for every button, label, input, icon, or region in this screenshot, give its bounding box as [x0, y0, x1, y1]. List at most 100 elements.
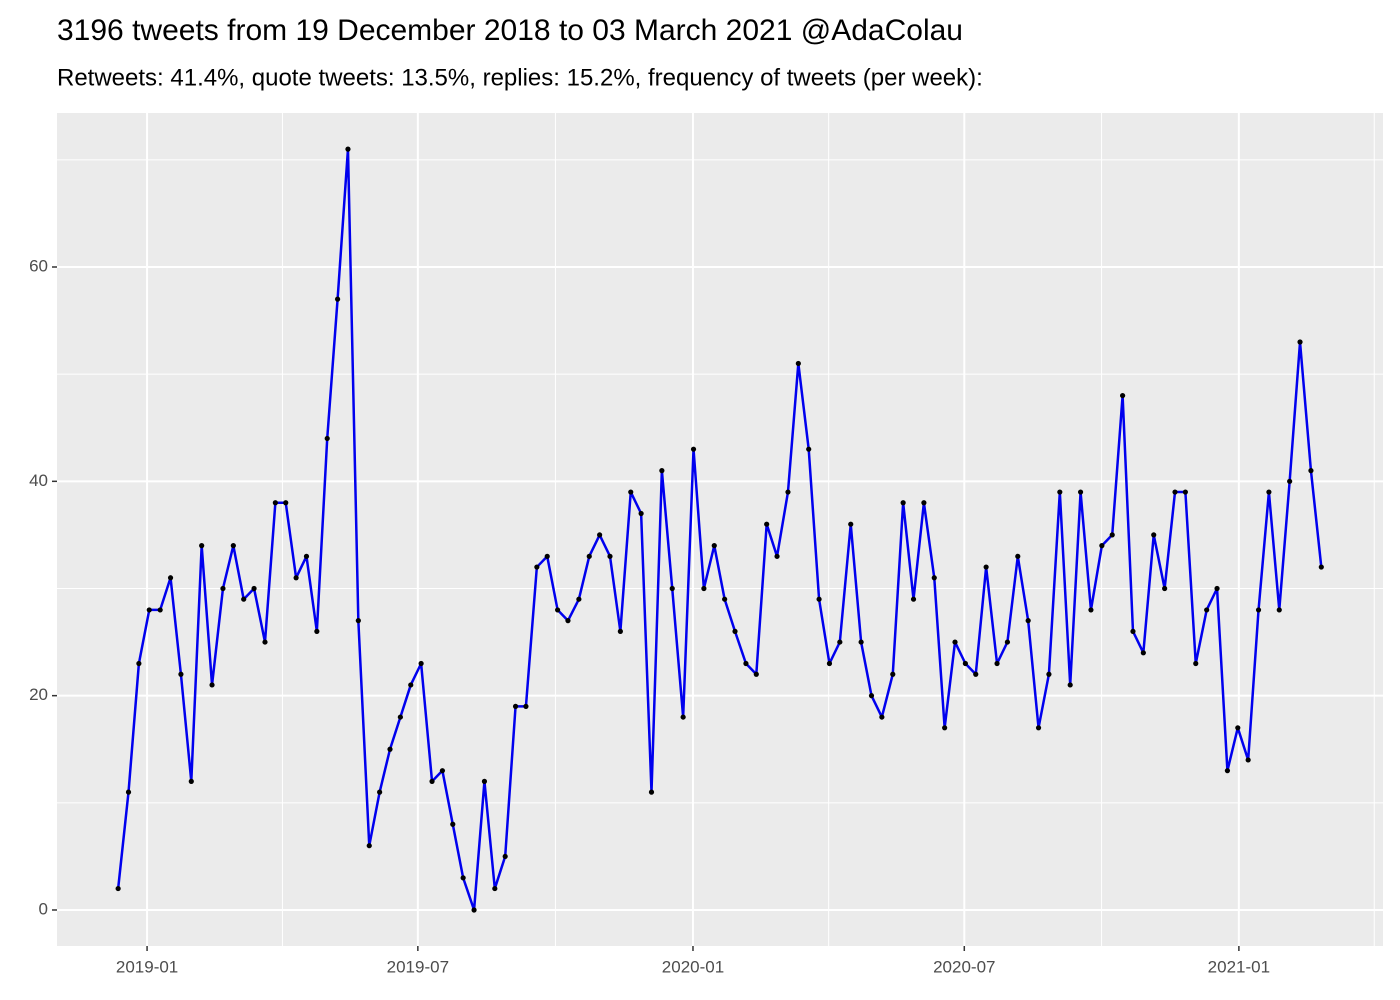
- data-point: [220, 585, 226, 592]
- y-tick-label: 0: [39, 899, 48, 918]
- data-point: [962, 660, 968, 667]
- data-point: [973, 671, 979, 677]
- data-point: [753, 671, 759, 677]
- data-point: [188, 778, 194, 784]
- data-point: [868, 693, 875, 699]
- data-point: [387, 746, 393, 752]
- data-point: [900, 500, 906, 506]
- data-point: [586, 553, 592, 559]
- data-point: [1057, 489, 1063, 495]
- data-point: [1035, 725, 1042, 731]
- data-point: [617, 628, 623, 634]
- x-tick-label: 2020-01: [662, 957, 724, 976]
- data-point: [1046, 671, 1052, 677]
- data-point: [199, 543, 205, 549]
- data-point: [314, 628, 320, 634]
- data-point: [157, 607, 163, 613]
- data-point: [858, 639, 864, 645]
- data-point: [303, 553, 310, 559]
- data-point: [544, 553, 550, 559]
- data-point: [293, 575, 299, 581]
- data-point: [554, 607, 561, 613]
- data-point: [397, 714, 403, 720]
- data-point: [471, 907, 477, 913]
- data-point: [576, 596, 582, 602]
- data-point: [607, 553, 613, 559]
- data-point: [1193, 660, 1199, 667]
- data-point: [1255, 607, 1262, 613]
- data-point: [512, 703, 519, 709]
- data-point: [429, 778, 435, 784]
- data-point: [1214, 585, 1220, 592]
- data-point: [241, 596, 247, 602]
- data-point: [251, 585, 257, 592]
- data-point: [146, 607, 152, 613]
- data-point: [1318, 564, 1324, 570]
- data-point: [1162, 585, 1168, 592]
- data-point: [1308, 468, 1314, 474]
- x-tick-label: 2020-07: [933, 957, 995, 976]
- data-point: [334, 296, 341, 302]
- data-point: [534, 564, 540, 570]
- data-point: [795, 360, 801, 367]
- data-point: [921, 500, 927, 506]
- x-tick-label: 2021-01: [1208, 957, 1270, 976]
- data-point: [994, 660, 1000, 667]
- data-point: [125, 789, 132, 795]
- data-point: [648, 789, 655, 795]
- x-tick-label: 2019-01: [116, 957, 178, 976]
- data-point: [1204, 607, 1210, 613]
- data-point: [1067, 682, 1073, 688]
- data-point: [1276, 607, 1282, 613]
- data-point: [136, 660, 142, 667]
- data-point: [492, 885, 498, 892]
- chart-subtitle: Retweets: 41.4%, quote tweets: 13.5%, re…: [57, 64, 983, 91]
- data-point: [450, 821, 456, 827]
- data-point: [178, 671, 184, 677]
- data-point: [1130, 628, 1136, 634]
- y-tick-label: 60: [29, 256, 48, 275]
- data-point: [115, 885, 121, 892]
- data-point: [1245, 757, 1251, 763]
- data-point: [680, 714, 686, 720]
- x-tick-label: 2019-07: [387, 957, 449, 976]
- data-point: [1140, 650, 1146, 656]
- data-point: [638, 510, 644, 517]
- data-point: [701, 585, 707, 592]
- data-point: [785, 489, 791, 495]
- data-point: [439, 768, 446, 774]
- data-point: [1172, 489, 1178, 495]
- data-point: [1235, 725, 1241, 731]
- data-point: [848, 521, 854, 527]
- data-point: [774, 553, 780, 559]
- data-point: [209, 682, 215, 688]
- data-point: [743, 660, 749, 667]
- data-point: [879, 714, 885, 720]
- plot-panel: [57, 113, 1383, 946]
- data-point: [1088, 607, 1094, 613]
- data-point: [366, 843, 372, 849]
- data-point: [324, 435, 330, 442]
- data-point: [942, 725, 948, 731]
- data-point: [1151, 532, 1157, 538]
- data-point: [481, 778, 488, 784]
- data-point: [523, 703, 529, 709]
- y-tick-label: 20: [29, 685, 48, 704]
- data-point: [1266, 489, 1272, 495]
- data-point: [345, 146, 351, 152]
- data-point: [732, 628, 738, 634]
- data-point: [418, 660, 424, 667]
- data-point: [377, 789, 383, 795]
- data-point: [826, 660, 833, 667]
- data-point: [983, 564, 989, 570]
- data-point: [1224, 768, 1231, 774]
- data-point: [669, 585, 675, 592]
- y-tick-label: 40: [29, 471, 48, 490]
- data-point: [1099, 543, 1105, 549]
- data-point: [1004, 639, 1011, 645]
- data-point: [1120, 392, 1126, 399]
- data-point: [502, 853, 508, 860]
- data-point: [272, 500, 278, 506]
- data-point: [408, 682, 414, 688]
- data-point: [711, 543, 717, 549]
